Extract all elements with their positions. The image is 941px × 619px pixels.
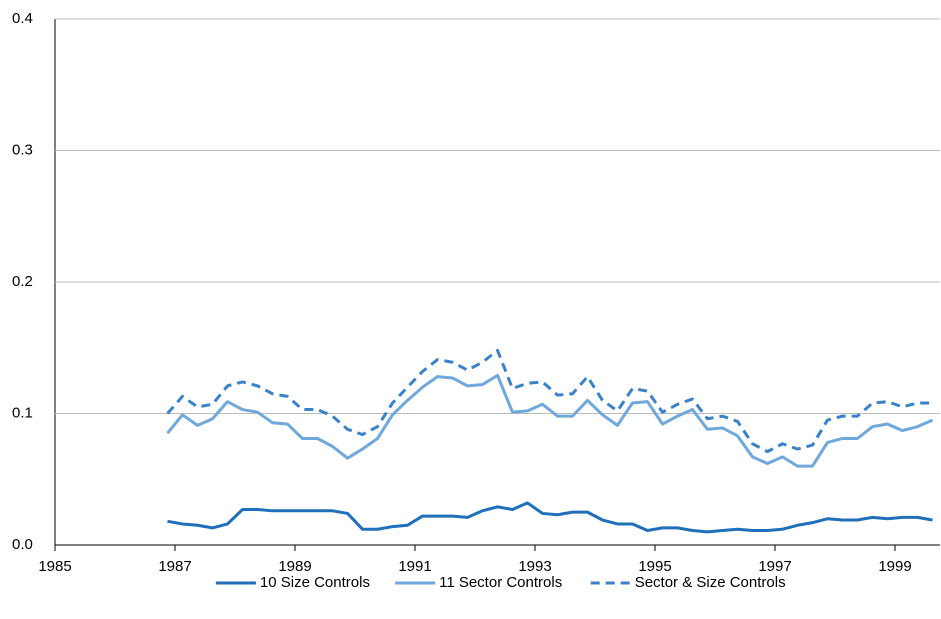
series-line — [166, 373, 934, 468]
legend-label: 11 Sector Controls — [439, 574, 562, 591]
x-tick-label: 1995 — [638, 558, 671, 575]
y-tick-label: 0.1 — [12, 404, 33, 421]
x-tick-label: 1991 — [398, 558, 431, 575]
series-line — [166, 348, 933, 454]
x-tick-label: 1999 — [878, 558, 911, 575]
x-tick-label: 1993 — [518, 558, 551, 575]
y-tick-label: 0.0 — [12, 536, 33, 553]
legend-label: 10 Size Controls — [260, 574, 370, 591]
y-tick-label: 0.3 — [12, 141, 33, 158]
x-tick-label: 1987 — [158, 558, 191, 575]
y-tick-label: 0.2 — [12, 273, 33, 290]
x-tick-label: 1997 — [758, 558, 791, 575]
x-tick-label: 1989 — [278, 558, 311, 575]
legend-label: Sector & Size Controls — [635, 574, 786, 591]
x-tick-label: 1985 — [38, 558, 71, 575]
series-line — [167, 501, 933, 534]
y-tick-label: 0.4 — [12, 10, 33, 27]
